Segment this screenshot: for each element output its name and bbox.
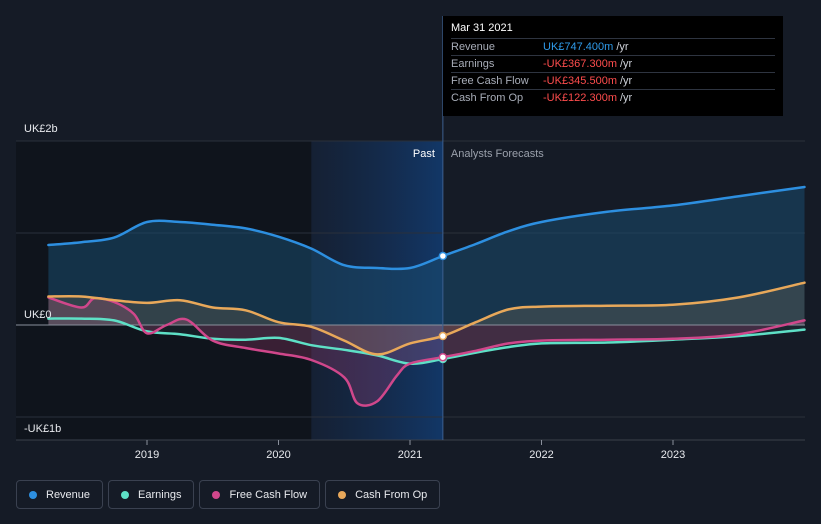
tooltip-row-name: Earnings xyxy=(451,58,495,70)
tooltip-date: Mar 31 2021 xyxy=(451,22,513,34)
legend-dot-icon xyxy=(338,490,347,499)
y-tick-top: UK£2b xyxy=(24,123,58,135)
x-tick-label: 2023 xyxy=(661,449,685,461)
area-revenue xyxy=(48,187,805,325)
line-free-cash-flow xyxy=(47,296,806,407)
past-label: Past xyxy=(413,148,435,160)
area-free-cash-flow xyxy=(48,297,805,406)
legend-label: Cash From Op xyxy=(355,488,428,501)
tooltip-row-unit: /yr xyxy=(620,75,633,87)
legend-item-revenue[interactable]: Revenue xyxy=(16,480,104,509)
line-revenue xyxy=(47,185,806,271)
tooltip-row: Earnings -UK£367.300m /yr xyxy=(451,55,775,72)
legend-item-free-cash-flow[interactable]: Free Cash Flow xyxy=(199,480,321,509)
marker-cash-from-op xyxy=(438,331,448,341)
tooltip-row-value: -UK£345.500m xyxy=(543,75,617,87)
x-tick-label: 2021 xyxy=(398,449,422,461)
tooltip-row: Cash From Op -UK£122.300m /yr xyxy=(451,89,775,106)
tooltip-row-value: -UK£367.300m xyxy=(543,58,617,70)
forecast-label: Analysts Forecasts xyxy=(451,148,544,160)
x-axis-ticks: 2019 2020 2021 2022 2023 xyxy=(135,440,685,461)
tooltip-row-value: -UK£122.300m xyxy=(543,92,617,104)
tooltip-row-unit: /yr xyxy=(620,58,633,70)
tooltip-row-name: Revenue xyxy=(451,41,496,53)
area-cash-from-op xyxy=(48,282,805,355)
y-tick-bottom: -UK£1b xyxy=(24,423,62,435)
legend: Revenue Earnings Free Cash Flow Cash Fro… xyxy=(16,480,441,509)
tooltip-row-name: Cash From Op xyxy=(451,92,524,104)
hover-markers xyxy=(438,251,448,364)
tooltip-row: Free Cash Flow -UK£345.500m /yr xyxy=(451,72,775,89)
tooltip-row-unit: /yr xyxy=(620,92,633,104)
tooltip-row-name: Free Cash Flow xyxy=(451,75,529,87)
tooltip-row: Revenue UK£747.400m /yr xyxy=(451,38,775,55)
legend-label: Free Cash Flow xyxy=(229,488,308,501)
tooltip: Mar 31 2021 Revenue UK£747.400m /yr Earn… xyxy=(443,16,783,116)
line-cash-from-op xyxy=(47,281,806,356)
legend-dot-icon xyxy=(29,490,37,499)
legend-label: Earnings xyxy=(138,488,182,501)
legend-label: Revenue xyxy=(46,488,91,501)
marker-free-cash-flow xyxy=(438,352,448,362)
x-tick-label: 2019 xyxy=(135,449,159,461)
x-tick-label: 2022 xyxy=(529,449,553,461)
legend-dot-icon xyxy=(121,490,130,499)
legend-item-earnings[interactable]: Earnings xyxy=(108,480,195,509)
series-lines xyxy=(47,185,806,407)
legend-dot-icon xyxy=(212,490,221,499)
tooltip-row-unit: /yr xyxy=(616,41,629,53)
legend-item-cash-from-op[interactable]: Cash From Op xyxy=(325,480,441,509)
y-tick-zero: UK£0 xyxy=(24,309,52,321)
marker-revenue xyxy=(438,251,448,261)
x-tick-label: 2020 xyxy=(266,449,290,461)
tooltip-row-value: UK£747.400m xyxy=(543,41,614,53)
